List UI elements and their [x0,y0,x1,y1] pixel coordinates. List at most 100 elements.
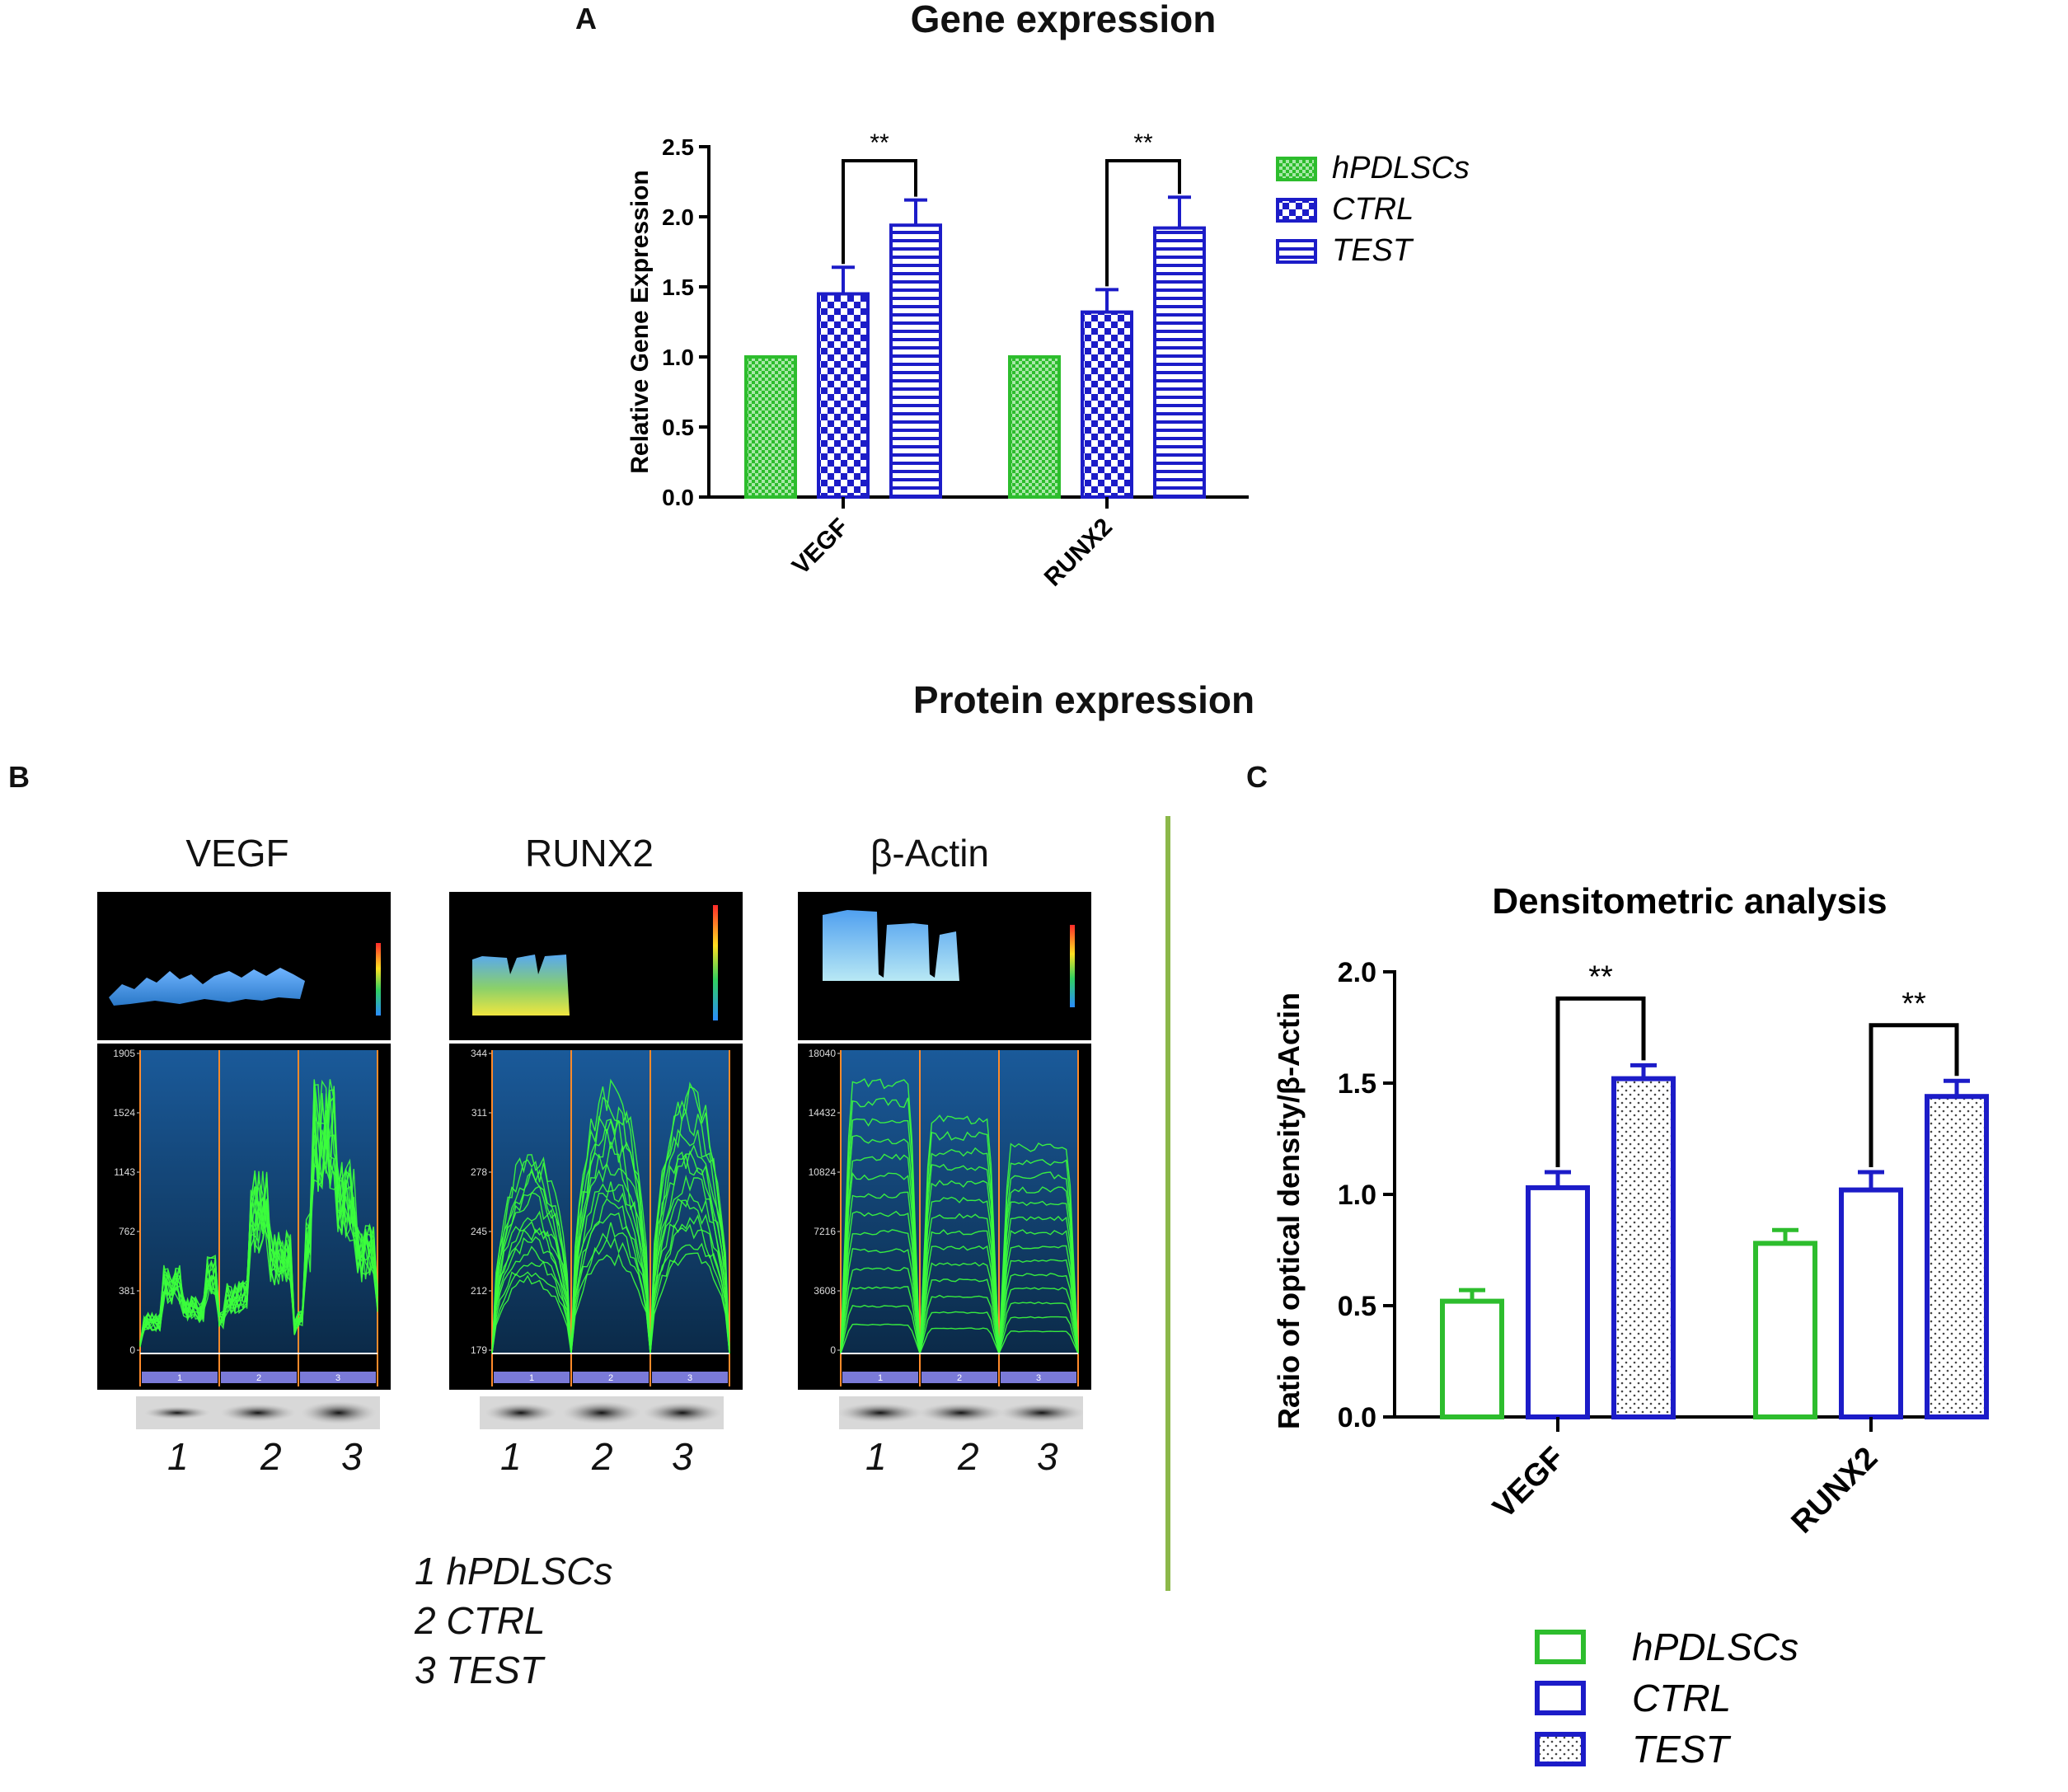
significance-bracket [842,159,917,265]
profile-trace [491,1128,730,1354]
profile-trace [840,1229,1079,1354]
lane-strip-label: 3 [1036,1373,1041,1383]
profile-trace [840,1153,1079,1354]
profile-y-tick-label: 212 [471,1285,487,1297]
y-tick-label: 1.0 [662,345,694,370]
x-tick-label: VEGF [787,514,854,580]
blot-runx2-title: RUNX2 [525,832,654,875]
profile-trace [840,1097,1079,1354]
significance-bracket [1869,1023,1959,1167]
profile-traces [491,1078,730,1354]
bar-test-runx2 [1153,226,1206,499]
legend-label-test: TEST [1632,1728,1731,1771]
blot-runx2-lane-2: 2 [592,1435,613,1478]
profile-y-tick-label: 0 [129,1344,135,1356]
blot-vegf-lane-2: 2 [260,1435,282,1478]
profile-y-tick-label: 179 [471,1344,487,1356]
profile-y-tick-label: 278 [471,1166,487,1178]
legend-swatch-hpdlscs [1535,1630,1586,1664]
lane-strip-2 [573,1372,649,1383]
legend-label-test: TEST [1332,233,1414,268]
bar-hpdlscs-vegf [1440,1298,1504,1419]
significance-label: ** [1588,959,1613,994]
lane-strip-label: 1 [177,1373,182,1383]
x-tick-label: VEGF [1487,1441,1572,1526]
significance-label: ** [1902,987,1926,1021]
bar-test-vegf [889,223,942,499]
densitometric-chart: Densitometric analysis 0.0 0.5 1.0 1.5 2.0 Rat… [1272,881,1989,1771]
profile-trace [491,1153,730,1354]
y-tick-label: 0.5 [1338,1291,1376,1322]
legend-swatch-ctrl [1535,1681,1586,1715]
profile-trace [139,1095,378,1344]
profile-y-tick-label: 1143 [114,1166,135,1178]
bar-ctrl-runx2 [1081,310,1133,499]
profile-trace [139,1084,378,1346]
profile-y-tick-label: 7216 [814,1226,836,1237]
legend-swatch-hpdlscs [1276,157,1317,181]
profile-trace [840,1134,1079,1354]
bar-test-vegf [1611,1076,1676,1419]
profile-trace [840,1304,1079,1356]
legend-label-hpdlscs: hPDLSCs [1632,1625,1798,1668]
lane-strip-3 [300,1372,376,1383]
blot-actin-profile: 18040 14432 10824 7216 3608 0 1 2 3 [798,1044,1091,1390]
lane-strip-1 [142,1372,218,1383]
profile-trace [491,1106,730,1354]
lane-strip-3 [652,1372,728,1383]
profile-trace [840,1171,1079,1354]
blot-vegf-bands [136,1396,380,1429]
profile-trace [840,1077,1079,1354]
profile-y-tick-label: 344 [471,1048,487,1059]
panel-divider [1165,816,1170,1591]
legend-label-ctrl: CTRL [1632,1677,1731,1719]
profile-y-tick-label: 1524 [113,1107,135,1119]
bar-hpdlscs-vegf [744,355,797,499]
panel-b-letter: B [8,760,30,794]
profile-trace [840,1323,1079,1356]
lane-strip-label: 2 [256,1373,261,1383]
y-tick-label: 0.5 [662,415,694,440]
chart-title: Densitometric analysis [1492,881,1887,922]
blot-runx2-profile: 344 311 278 245 212 179 1 2 3 [449,1044,743,1390]
significance-bracket [1105,159,1181,287]
profile-trace [491,1175,730,1354]
legend-swatch-test [1276,239,1317,264]
y-tick-label: 2.0 [662,204,694,230]
lane-strip-1 [494,1372,570,1383]
lane-strip-3 [1001,1372,1076,1383]
profile-y-tick-label: 10824 [809,1166,837,1178]
profile-y-tick-label: 311 [471,1107,487,1119]
profile-trace [840,1118,1079,1354]
lane-strip-label: 1 [878,1373,883,1383]
lane-strip-label: 3 [687,1373,692,1383]
lane-key-item: 2 CTRL [415,1599,546,1642]
blot-vegf-lane-1: 1 [167,1435,189,1478]
blot-vegf-title: VEGF [185,832,289,875]
blot-runx2-lane-1: 1 [500,1435,522,1478]
bar-test-runx2 [1925,1094,1989,1419]
profile-trace [491,1222,730,1354]
lane-strip-label: 1 [529,1373,534,1383]
lane-strip-2 [921,1372,997,1383]
lane-key-item: 1 hPDLSCs [415,1550,613,1593]
bar-hpdlscs-runx2 [1008,355,1061,499]
profile-traces [840,1077,1079,1356]
blot-runx2-surface [449,892,743,1040]
lane-key-item: 3 TEST [415,1649,543,1691]
lane-strip-label: 2 [608,1373,613,1383]
profile-trace [491,1236,730,1354]
y-tick-label: 1.0 [1338,1180,1376,1211]
profile-trace [840,1286,1079,1354]
panel-a-letter: A [575,2,597,35]
profile-trace [491,1212,730,1354]
blot-actin-surface [798,892,1091,1040]
bar-ctrl-vegf [817,292,870,499]
profile-y-tick-label: 762 [119,1226,135,1237]
blot-vegf-lane-3: 3 [341,1435,363,1478]
lane-key: 1 hPDLSCs 2 CTRL 3 TEST [415,1546,612,1695]
bar-hpdlscs-runx2 [1753,1241,1817,1419]
profile-y-tick-label: 245 [471,1226,487,1237]
legend-swatch-test [1535,1732,1586,1766]
legend-label-ctrl: CTRL [1332,192,1414,227]
